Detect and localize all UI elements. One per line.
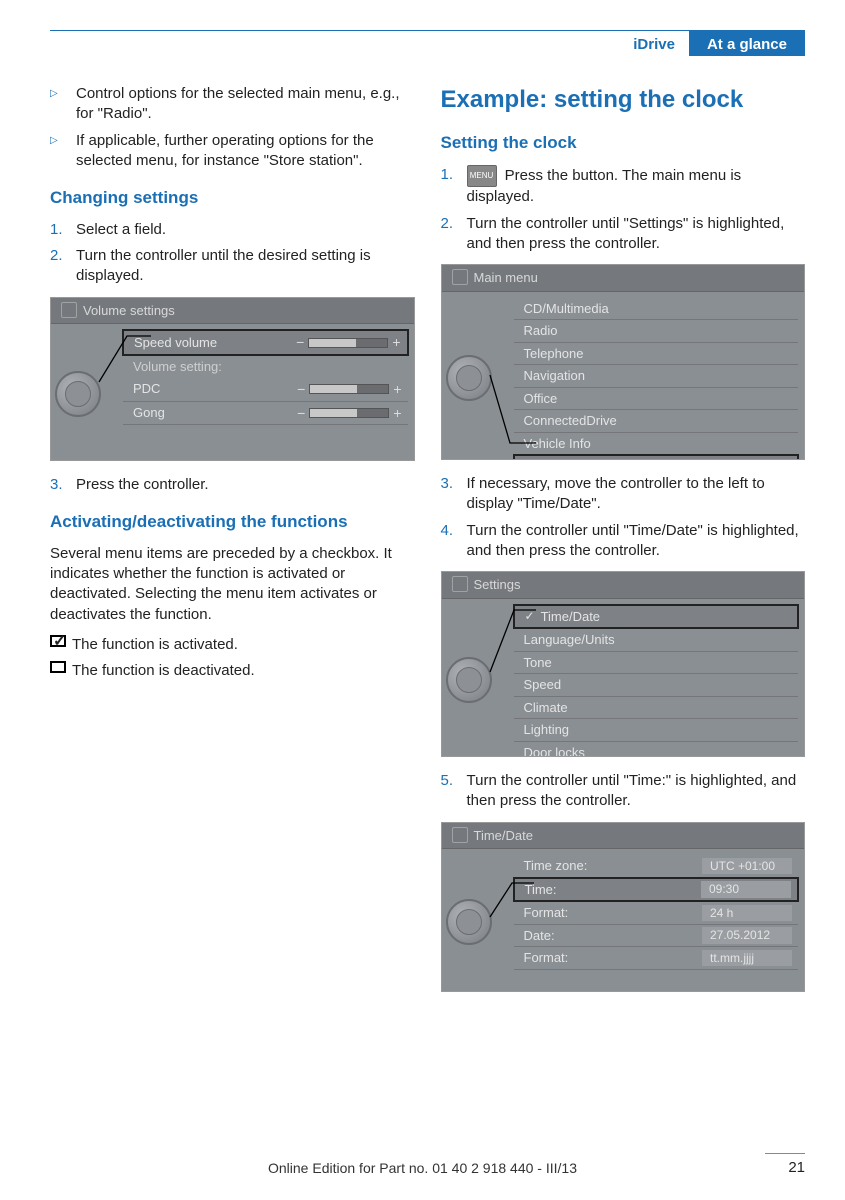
screenshot-volume-settings: Volume settings Speed volume−+Volume set…	[50, 297, 415, 461]
step-number: 4.	[441, 521, 467, 541]
bullet-item: ▷ Control options for the selected main …	[50, 84, 415, 125]
menu-row: Speed	[514, 674, 799, 697]
menu-row: Lighting	[514, 719, 799, 742]
menu-row: Navigation	[514, 365, 799, 388]
paragraph: Several menu items are preceded by a che…	[50, 544, 415, 625]
shot-title: Settings	[442, 572, 805, 599]
heading-example: Example: setting the clock	[441, 84, 806, 116]
step-text: Turn the controller until "Time:" is hig…	[467, 771, 806, 812]
menu-button-icon: MENU	[467, 165, 497, 187]
step-item: 1. MENU Press the button. The main menu …	[441, 165, 806, 207]
step-number: 2.	[50, 246, 76, 266]
controller-knob-icon	[446, 355, 492, 401]
menu-row: Speed volume−+	[122, 329, 409, 356]
step-item: 5. Turn the controller until "Time:" is …	[441, 771, 806, 812]
header-section: iDrive	[619, 31, 689, 56]
menu-row: ConnectedDrive	[514, 410, 799, 433]
controller-knob-icon	[446, 899, 492, 945]
menu-row: Volume setting:	[123, 356, 408, 378]
checkbox-checked-icon	[50, 635, 66, 647]
screenshot-main-menu: Main menu CD/MultimediaRadioTelephoneNav…	[441, 264, 806, 460]
menu-row: Vehicle Info	[514, 433, 799, 456]
menu-row: Telephone	[514, 343, 799, 366]
header: iDrive At a glance	[50, 30, 805, 56]
menu-row: Format:tt.mm.jjjj	[514, 947, 799, 970]
menu-row: Gong−+	[123, 402, 408, 426]
step-text: Press the controller.	[76, 475, 209, 495]
triangle-icon: ▷	[50, 131, 76, 151]
checkbox-item: The function is activated.	[50, 635, 415, 655]
step-number: 5.	[441, 771, 467, 791]
header-chapter: At a glance	[689, 31, 805, 56]
left-column: ▷ Control options for the selected main …	[50, 84, 415, 1006]
checkbox-label: The function is deactivated.	[72, 661, 255, 681]
checkbox-label: The function is activated.	[72, 635, 238, 655]
checkbox-empty-icon	[50, 661, 66, 673]
menu-row: ✓Time/Date	[513, 604, 800, 630]
menu-row: Climate	[514, 697, 799, 720]
step-number: 2.	[441, 214, 467, 234]
menu-row: Door locks	[514, 742, 799, 757]
menu-row: Date:27.05.2012	[514, 925, 799, 948]
heading-activating: Activating/deactivating the functions	[50, 511, 415, 534]
page-number: 21	[765, 1153, 805, 1178]
step-text: Turn the controller until "Settings" is …	[467, 214, 806, 255]
step-text: Select a field.	[76, 220, 166, 240]
step-text: Turn the controller until "Time/Date" is…	[467, 521, 806, 562]
bullet-item: ▷ If applicable, further operating optio…	[50, 131, 415, 172]
controller-knob-icon	[446, 657, 492, 703]
menu-row: PDC−+	[123, 378, 408, 402]
bullet-text: If applicable, further operating options…	[76, 131, 415, 172]
menu-row: Language/Units	[514, 629, 799, 652]
step-number: 1.	[50, 220, 76, 240]
step-number: 3.	[441, 474, 467, 494]
screenshot-time-date: Time/Date Time zone:UTC +01:00Time:09:30…	[441, 822, 806, 992]
checkbox-item: The function is deactivated.	[50, 661, 415, 681]
menu-row: Radio	[514, 320, 799, 343]
step-item: 2. Turn the controller until "Settings" …	[441, 214, 806, 255]
shot-title: Volume settings	[51, 298, 414, 325]
step-number: 1.	[441, 165, 467, 185]
step-item: 3. If necessary, move the controller to …	[441, 474, 806, 515]
step-text: MENU Press the button. The main menu is …	[467, 165, 806, 207]
step-text: Turn the controller until the desired se…	[76, 246, 415, 287]
step-item: 4. Turn the controller until "Time/Date"…	[441, 521, 806, 562]
menu-row: Time zone:UTC +01:00	[514, 855, 799, 878]
right-column: Example: setting the clock Setting the c…	[441, 84, 806, 1006]
footer-text: Online Edition for Part no. 01 40 2 918 …	[0, 1159, 845, 1178]
shot-title: Time/Date	[442, 823, 805, 850]
step-item: 2. Turn the controller until the desired…	[50, 246, 415, 287]
menu-row: Office	[514, 388, 799, 411]
screenshot-settings: Settings ✓Time/DateLanguage/UnitsToneSpe…	[441, 571, 806, 757]
triangle-icon: ▷	[50, 84, 76, 104]
menu-row: CD/Multimedia	[514, 298, 799, 321]
step-item: 1. Select a field.	[50, 220, 415, 240]
menu-row: Time:09:30	[513, 877, 800, 903]
heading-changing-settings: Changing settings	[50, 187, 415, 210]
step-text: If necessary, move the controller to the…	[467, 474, 806, 515]
menu-row: Tone	[514, 652, 799, 675]
bullet-text: Control options for the selected main me…	[76, 84, 415, 125]
step-number: 3.	[50, 475, 76, 495]
menu-row: Format:24 h	[514, 902, 799, 925]
heading-setting-clock: Setting the clock	[441, 132, 806, 155]
step-item: 3. Press the controller.	[50, 475, 415, 495]
controller-knob-icon	[55, 371, 101, 417]
shot-title: Main menu	[442, 265, 805, 292]
menu-row: Settings	[513, 454, 800, 460]
